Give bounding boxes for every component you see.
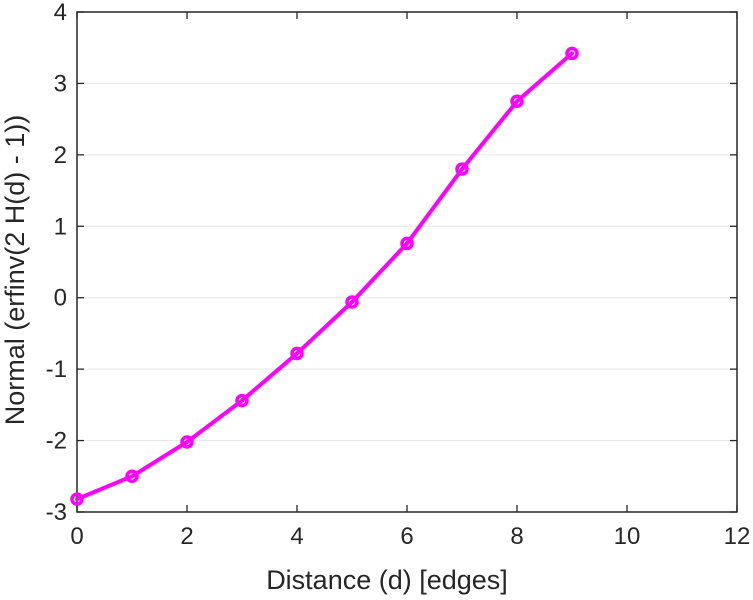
data-point-8 (510, 94, 524, 109)
x-tick-label-3: 6 (400, 523, 413, 550)
x-tick-label-0: 0 (70, 523, 83, 550)
grid-lines (77, 11, 737, 513)
x-tick-label-1: 2 (180, 523, 193, 550)
x-axis-ticks: 0 2 4 6 8 10 12 (70, 12, 750, 550)
data-point-1 (125, 469, 139, 484)
data-point-5 (345, 295, 359, 309)
y-tick-label-5: 2 (54, 142, 67, 169)
data-point-3 (235, 393, 249, 408)
y-axis-label: Normal (erfinv(2 H(d) - 1)) (0, 115, 30, 426)
data-point-2 (180, 435, 194, 449)
x-tick-label-6: 12 (724, 523, 751, 550)
x-tick-label-2: 4 (290, 523, 303, 550)
y-axis-ticks: -3 -2 -1 0 1 2 3 4 (46, 0, 737, 526)
x-axis-label: Distance (d) [edges] (266, 565, 508, 595)
data-point-6 (400, 236, 414, 251)
y-tick-label-2: -1 (46, 356, 67, 383)
data-point-7 (455, 162, 469, 176)
y-tick-label-6: 3 (54, 70, 67, 97)
y-tick-label-1: -2 (46, 428, 67, 455)
y-tick-label-7: 4 (54, 0, 67, 26)
series-line-0 (75, 51, 574, 502)
data-point-9 (565, 46, 579, 61)
data-point-0 (70, 492, 84, 506)
x-tick-label-5: 10 (614, 523, 641, 550)
series-layer (70, 46, 579, 506)
y-tick-label-4: 1 (54, 213, 67, 240)
x-tick-label-4: 8 (510, 523, 523, 550)
data-point-4 (290, 346, 304, 361)
plot-border (76, 11, 738, 513)
y-tick-label-0: -3 (46, 499, 67, 526)
plot-frame (76, 11, 738, 513)
y-tick-label-3: 0 (54, 285, 67, 312)
